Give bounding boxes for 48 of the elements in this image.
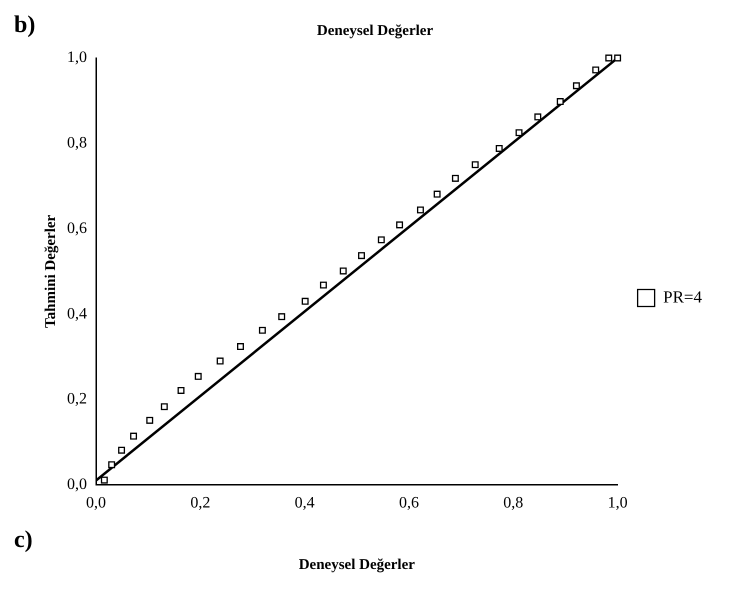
point [496,145,503,152]
point [605,54,612,62]
point [614,54,622,62]
point [472,161,479,168]
point [258,326,266,334]
point [302,298,309,305]
point [434,190,441,198]
x-tick-label: 0,4 [294,494,315,512]
text: c) [14,527,33,554]
text: b) [14,12,36,39]
point [592,66,600,74]
point [108,461,116,468]
point [396,221,404,228]
x-tick-label: 0,8 [503,494,524,512]
point [118,446,126,454]
y-tick-label: 0,4 [67,305,87,322]
point [194,372,202,380]
x-tick-label: 0,6 [398,494,419,512]
point [358,252,365,260]
y-axis-title: Tahmini Değerler [42,214,59,328]
point [340,267,347,274]
point [278,313,286,320]
y-tick-label: 0,0 [67,476,87,494]
x-tick-label: 0,0 [86,494,106,512]
y-tick-label: 0,2 [67,390,87,408]
point [100,476,108,484]
point [572,82,580,90]
point [146,416,154,424]
y-tick-label: 0,6 [67,220,87,237]
point [534,113,542,120]
point [516,129,523,136]
chart-title: Deneysel Değerler [316,22,434,39]
point [160,403,168,410]
point [178,387,185,394]
point [452,174,459,182]
point [216,358,224,365]
x-tick-label: 1,0 [608,494,628,512]
point [556,98,564,106]
point [237,343,244,350]
legend-label: PR=4 [663,287,702,306]
x-axis-title: Deneysel Değerler [298,556,416,573]
point [378,236,385,244]
point [416,206,424,214]
point [130,432,138,440]
point [320,282,327,289]
y-tick-label: 0,8 [67,134,87,152]
y-tick-label: 1,0 [67,49,87,66]
x-tick-label: 0,2 [190,494,210,512]
